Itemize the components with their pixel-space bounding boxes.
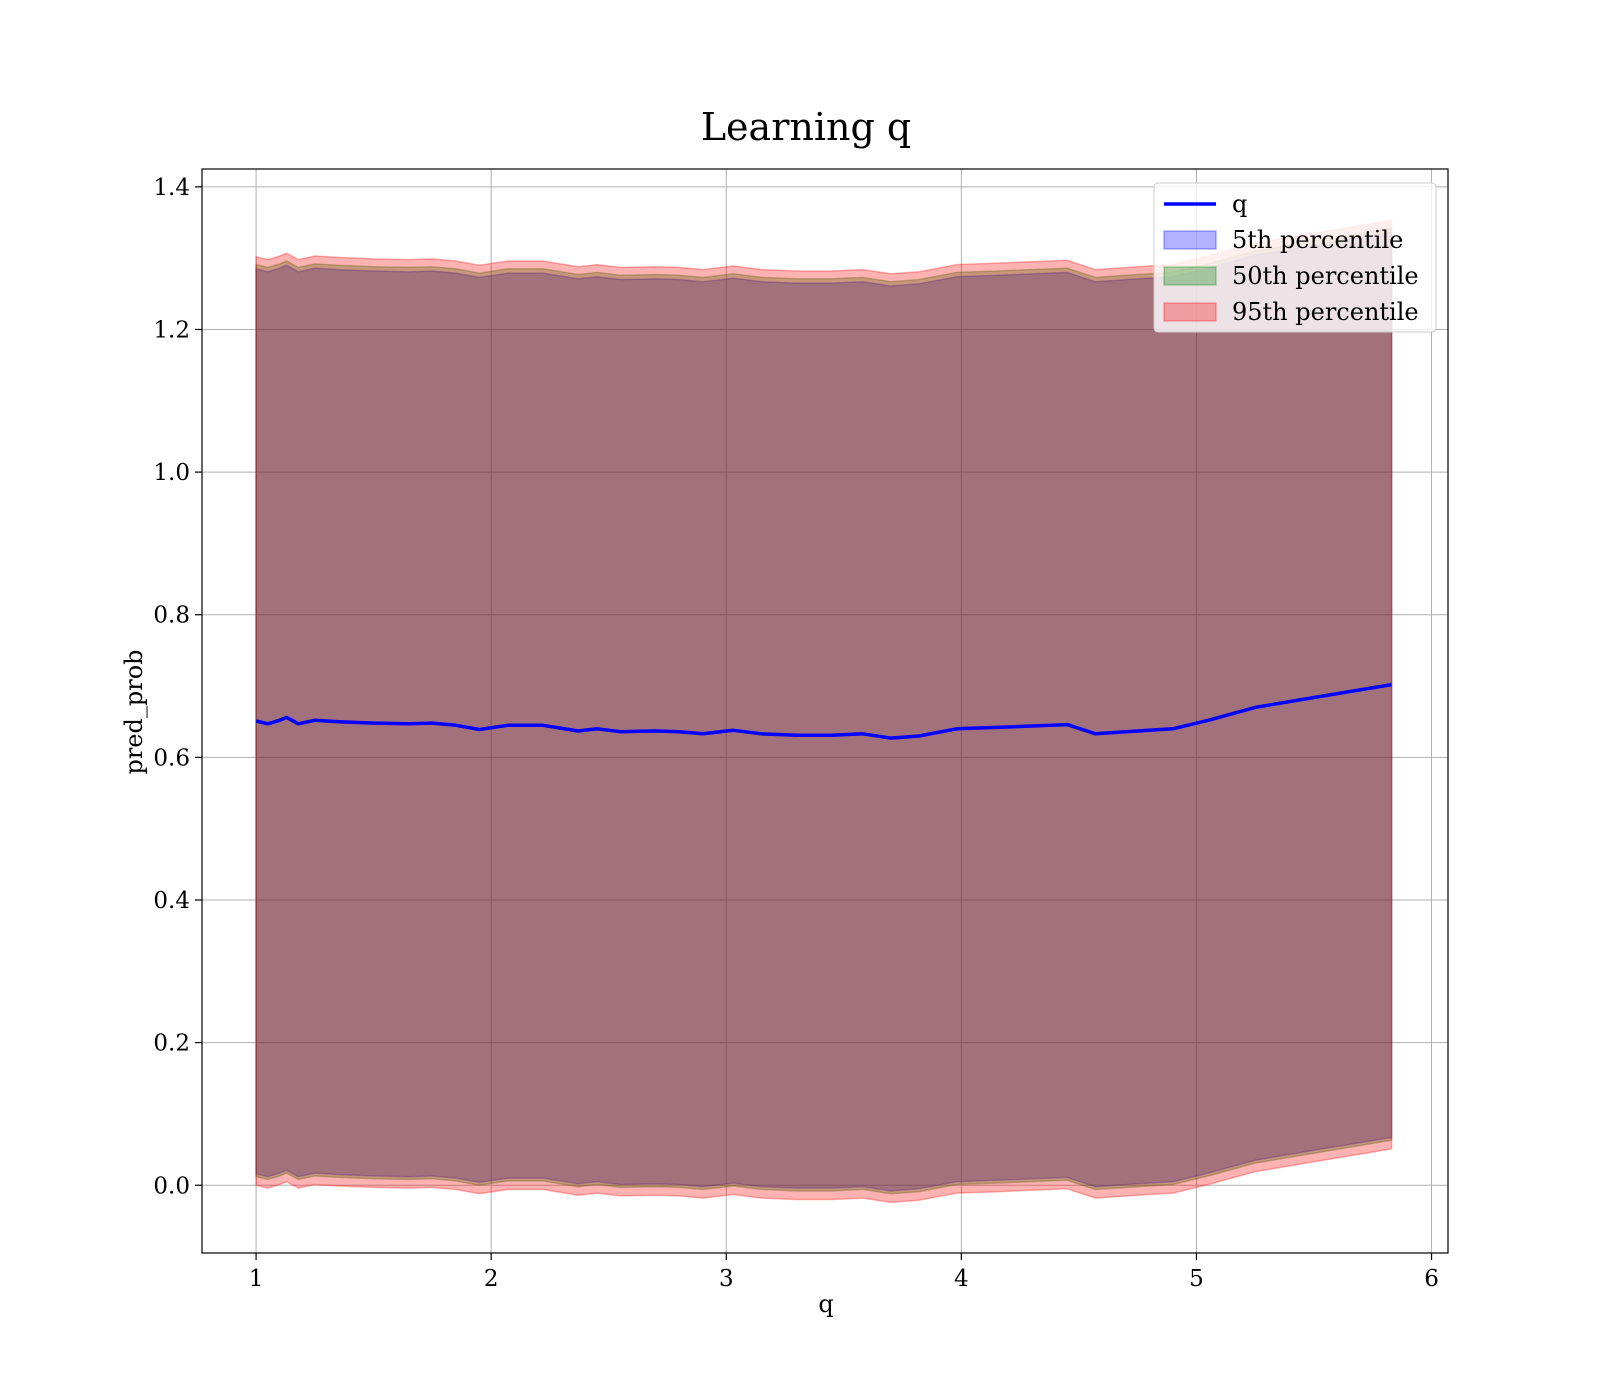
legend-label-2: 50th percentile bbox=[1232, 262, 1419, 290]
percentile-bands bbox=[255, 219, 1393, 1204]
legend-swatch-1 bbox=[1163, 230, 1217, 250]
x-tick-label-0: 1 bbox=[249, 1266, 264, 1292]
x-tick-label-5: 6 bbox=[1424, 1266, 1439, 1292]
y-tick-label-1: 0.2 bbox=[153, 1031, 190, 1057]
band-1 bbox=[255, 227, 1393, 1195]
legend: q 5th percentile 50th percentile 95th perce… bbox=[1153, 182, 1437, 333]
y-tick-label-7: 1.4 bbox=[153, 175, 190, 201]
y-tick-label-6: 1.2 bbox=[153, 317, 190, 343]
series-line-0 bbox=[255, 682, 1392, 740]
band-2 bbox=[255, 219, 1393, 1204]
chart-title: Learning q bbox=[701, 105, 911, 149]
y-axis-label: pred_prob bbox=[120, 649, 148, 774]
legend-label-1: 5th percentile bbox=[1232, 226, 1403, 254]
x-tick-label-3: 4 bbox=[954, 1266, 969, 1292]
legend-swatch-2 bbox=[1163, 266, 1217, 286]
x-tick-label-1: 2 bbox=[484, 1266, 499, 1292]
band-0 bbox=[255, 231, 1393, 1192]
legend-swatch-3 bbox=[1163, 302, 1217, 322]
x-tick-label-2: 3 bbox=[719, 1266, 734, 1292]
legend-label-0: q bbox=[1232, 190, 1247, 218]
y-tick-label-2: 0.4 bbox=[153, 888, 190, 914]
y-tick-label-4: 0.8 bbox=[153, 603, 190, 629]
series-lines bbox=[255, 682, 1392, 740]
legend-box bbox=[1153, 182, 1437, 333]
x-tick-label-4: 5 bbox=[1189, 1266, 1204, 1292]
x-axis-ticks: 1 2 3 4 5 6 bbox=[249, 1253, 1439, 1292]
y-tick-label-0: 0.0 bbox=[153, 1173, 190, 1199]
y-tick-label-3: 0.6 bbox=[153, 745, 190, 771]
plot-frame bbox=[201, 168, 1449, 1254]
x-axis-label: q bbox=[818, 1290, 833, 1318]
legend-label-3: 95th percentile bbox=[1232, 298, 1419, 326]
y-tick-label-5: 1.0 bbox=[153, 460, 190, 486]
y-axis-ticks: 0.0 0.2 0.4 0.6 0.8 1.0 1.2 1.4 bbox=[153, 175, 202, 1199]
